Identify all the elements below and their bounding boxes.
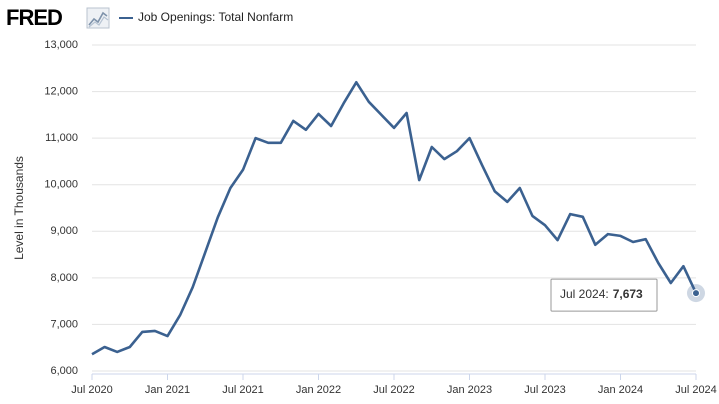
x-tick-label: Jan 2023 xyxy=(447,384,492,396)
x-tick-label: Jul 2020 xyxy=(71,384,113,396)
y-tick-label: 10,000 xyxy=(44,179,78,191)
x-tick-label: Jan 2024 xyxy=(598,384,643,396)
y-tick-label: 12,000 xyxy=(44,85,78,97)
x-tick-label: Jul 2024 xyxy=(675,384,717,396)
y-tick-label: 11,000 xyxy=(45,132,78,144)
x-tick-label: Jan 2022 xyxy=(296,384,341,396)
tooltip-label: Jul 2024: xyxy=(560,287,609,301)
x-tick-label: Jan 2021 xyxy=(145,384,190,396)
x-tick-label: Jul 2021 xyxy=(222,384,264,396)
y-tick-label: 6,000 xyxy=(50,365,78,377)
x-tick-label: Jul 2022 xyxy=(373,384,415,396)
tooltip-value: 7,673 xyxy=(613,287,643,301)
y-tick-label: 9,000 xyxy=(50,225,78,237)
y-tick-label: 8,000 xyxy=(50,272,78,284)
hover-point xyxy=(692,289,700,298)
x-tick-label: Jul 2023 xyxy=(524,384,566,396)
logo: FRED xyxy=(6,5,62,30)
legend-label: Job Openings: Total Nonfarm xyxy=(138,10,293,24)
series-line xyxy=(91,81,698,356)
y-tick-label: 7,000 xyxy=(50,318,78,330)
y-tick-label: 13,000 xyxy=(44,39,78,51)
tooltip-text: Jul 2024: 7,673 xyxy=(560,287,643,301)
logo-icon xyxy=(86,7,110,29)
tooltip-box xyxy=(550,278,658,312)
y-axis-label: Level in Thousands xyxy=(12,156,26,260)
